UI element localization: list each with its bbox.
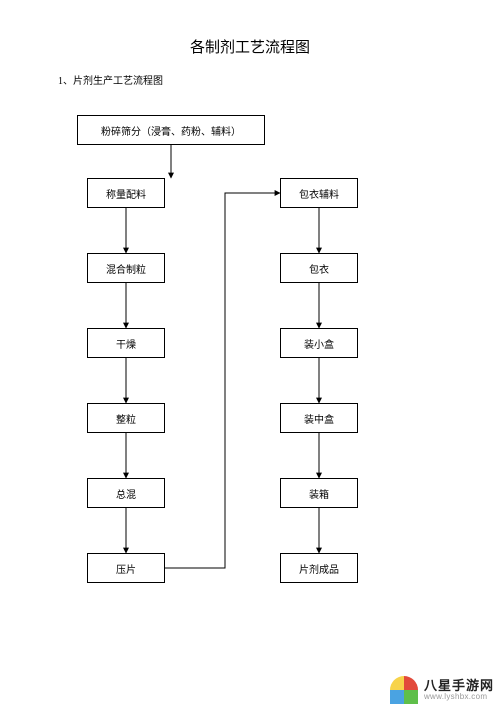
flow-node-n3: 干燥 <box>87 328 165 358</box>
flow-node-n12: 片剂成品 <box>280 553 358 583</box>
flow-node-n8: 包衣 <box>280 253 358 283</box>
watermark-sub: www.lyshbx.com <box>424 693 494 701</box>
flow-node-n11: 装箱 <box>280 478 358 508</box>
logo-quadrant-tr <box>404 676 418 690</box>
flowchart-edges <box>0 0 500 708</box>
page-root: 各制剂工艺流程图 1、片剂生产工艺流程图 粉碎筛分（浸膏、药粉、辅料） 称量配料混… <box>0 0 500 708</box>
flow-node-n2: 混合制粒 <box>87 253 165 283</box>
watermark-logo-icon <box>390 676 418 704</box>
watermark: 八星手游网 www.lyshbx.com <box>390 676 494 704</box>
flow-node-n0: 粉碎筛分（浸膏、药粉、辅料） <box>77 115 265 145</box>
flow-node-n5: 总混 <box>87 478 165 508</box>
flow-edge <box>165 193 280 568</box>
page-title: 各制剂工艺流程图 <box>0 36 500 57</box>
logo-quadrant-tl <box>390 676 404 690</box>
flow-node-n4: 整粒 <box>87 403 165 433</box>
flow-node-n9: 装小盒 <box>280 328 358 358</box>
flow-node-n7: 包衣辅料 <box>280 178 358 208</box>
watermark-text: 八星手游网 www.lyshbx.com <box>424 679 494 701</box>
flow-node-n6: 压片 <box>87 553 165 583</box>
logo-quadrant-bl <box>390 690 404 704</box>
watermark-main: 八星手游网 <box>424 679 494 693</box>
section-subtitle: 1、片剂生产工艺流程图 <box>58 72 163 87</box>
logo-quadrant-br <box>404 690 418 704</box>
flow-node-n1: 称量配料 <box>87 178 165 208</box>
flow-node-n10: 装中盒 <box>280 403 358 433</box>
